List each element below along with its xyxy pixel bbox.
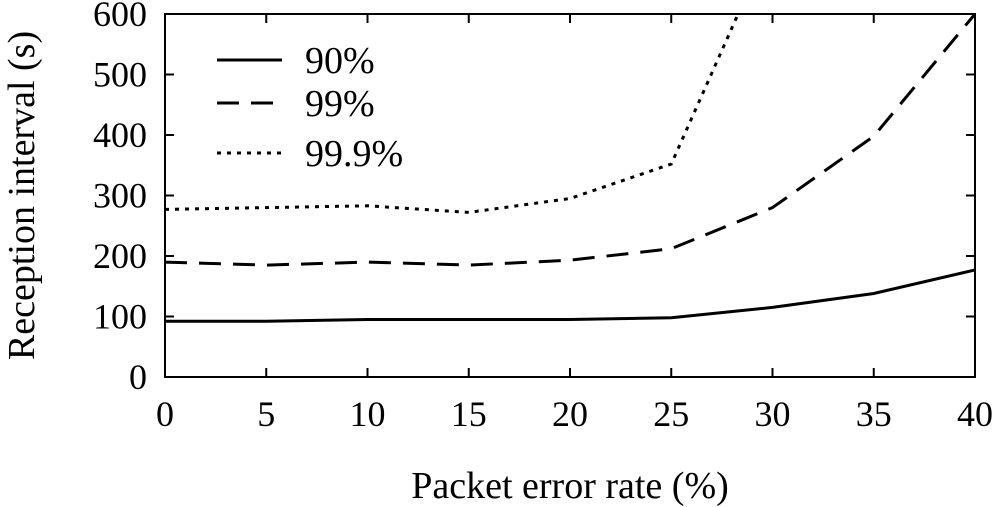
series-line-2 [165, 13, 975, 267]
y-tick-label: 600 [93, 0, 147, 34]
x-tick-label: 20 [552, 394, 588, 434]
legend: 90%99% 99.9% [217, 40, 403, 175]
plot-area [164, 13, 976, 378]
x-tick-label: 15 [451, 394, 487, 434]
series-group [165, 13, 975, 323]
x-tick-label: 30 [755, 394, 791, 434]
series-line-1 [165, 268, 975, 323]
plot-frame [164, 13, 976, 378]
legend-label-3: 99.9% [305, 133, 403, 175]
legend-label-1: 90% [305, 40, 375, 82]
y-tick-label: 100 [93, 297, 147, 337]
y-tick-label: 0 [129, 357, 147, 397]
x-tick-label: 25 [653, 394, 689, 434]
x-tick-label: 10 [350, 394, 386, 434]
y-tick-label: 300 [93, 176, 147, 216]
y-tick-label: 500 [93, 55, 147, 95]
x-axis-ticks: 0 5 10 15 20 25 30 35 40 [156, 14, 993, 434]
x-tick-label: 0 [156, 394, 174, 434]
x-tick-label: 5 [257, 394, 275, 434]
x-tick-label: 35 [856, 394, 892, 434]
y-axis-ticks: 0 100 200 300 400 500 600 [93, 0, 975, 397]
legend-label-2: 99% [305, 83, 375, 125]
y-tick-label: 400 [93, 115, 147, 155]
x-axis-title: Packet error rate (%) [411, 465, 729, 507]
y-tick-label: 200 [93, 236, 147, 276]
series-line-3 [165, 13, 740, 214]
y-axis-title: Reception interval (s) [1, 31, 43, 360]
x-tick-label: 40 [957, 394, 993, 434]
